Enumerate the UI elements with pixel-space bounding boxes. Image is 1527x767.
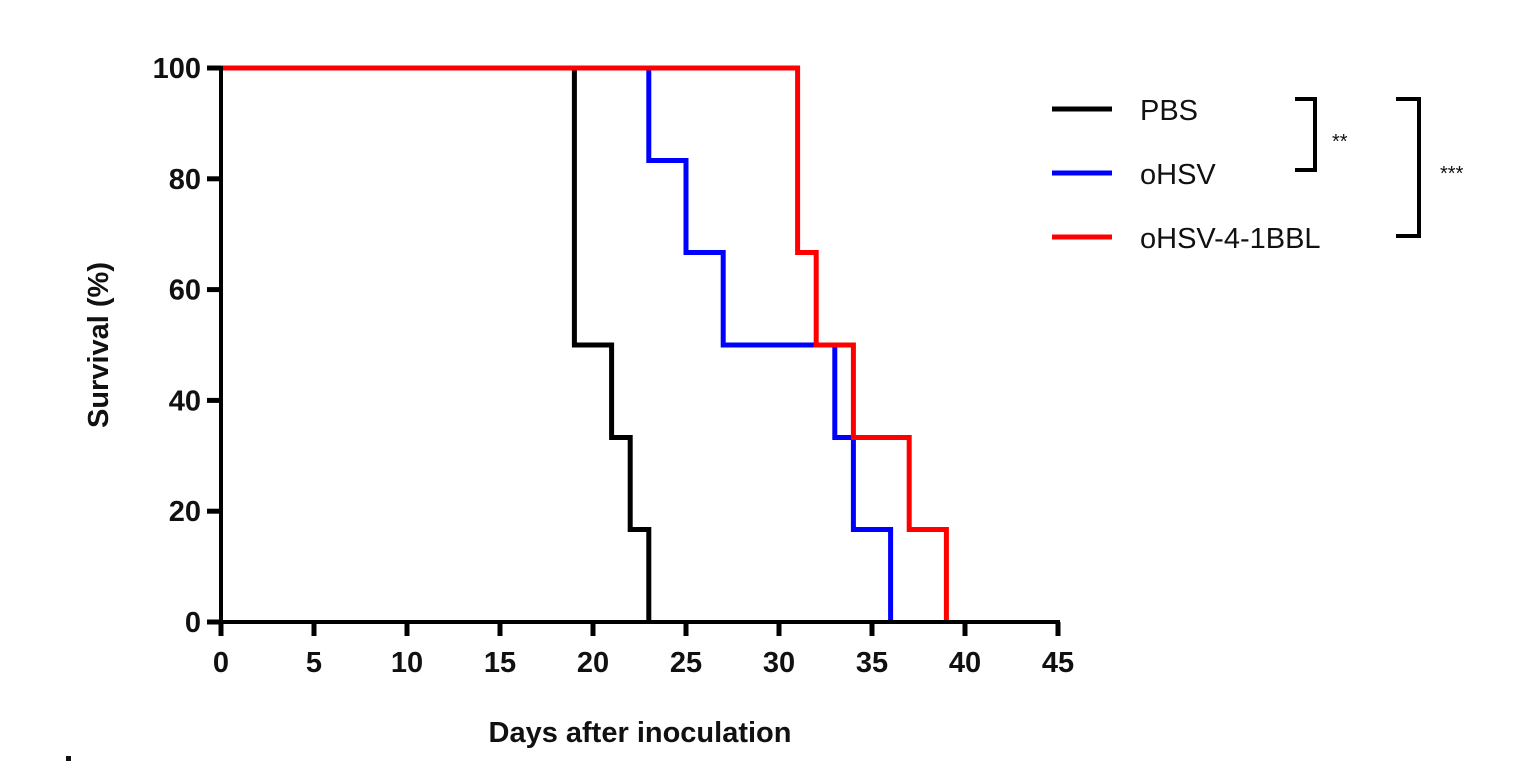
x-tick-label: 25 <box>670 647 702 679</box>
series-layer <box>221 65 949 622</box>
significance-label: ** <box>1332 131 1348 153</box>
y-tick-label: 0 <box>185 607 201 639</box>
y-tick-label: 40 <box>169 385 201 417</box>
x-tick-label: 40 <box>949 647 981 679</box>
y-tick-label: 20 <box>169 496 201 528</box>
x-axis-title: Days after inoculation <box>489 717 792 749</box>
y-axis-title: Survival (%) <box>83 262 115 428</box>
significance-label: *** <box>1440 163 1464 185</box>
x-tick-label: 15 <box>484 647 516 679</box>
x-tick-label: 10 <box>391 647 423 679</box>
x-tick-label: 30 <box>763 647 795 679</box>
significance-bracket <box>1295 97 1317 172</box>
y-tick-label: 60 <box>169 275 201 307</box>
axes: 0 5 10 15 20 25 30 35 40 45 0 20 40 60 80 100 <box>153 53 1075 679</box>
significance-bracket <box>1396 97 1421 238</box>
legend-label: oHSV-4-1BBL <box>1140 223 1321 255</box>
x-tick-label: 35 <box>856 647 888 679</box>
stray-dot <box>66 756 71 761</box>
x-tick-label: 20 <box>577 647 609 679</box>
x-tick-label: 5 <box>306 647 322 679</box>
legend-label: PBS <box>1140 95 1198 127</box>
x-tick-label: 45 <box>1042 647 1074 679</box>
y-tick-label: 100 <box>153 53 201 85</box>
series-line-ohsv-4-1bbl <box>221 65 949 622</box>
series-line-ohsv <box>221 65 894 622</box>
x-tick-label: 0 <box>213 647 229 679</box>
series-line-pbs <box>221 65 652 622</box>
legend-label: oHSV <box>1140 159 1216 191</box>
y-tick-label: 80 <box>169 164 201 196</box>
